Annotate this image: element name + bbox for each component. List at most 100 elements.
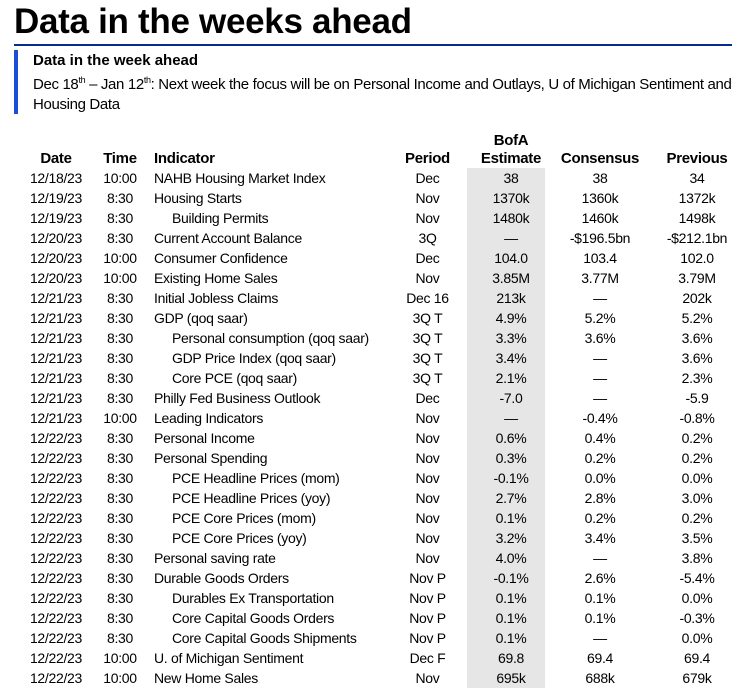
sub-indicator-label: Core Capital Goods Shipments (172, 630, 357, 646)
cell-estimate: 4.9% (495, 310, 527, 326)
range-end-suffix: th (143, 75, 151, 85)
cell-time: 10:00 (103, 250, 137, 266)
cell-date: 12/21/23 (29, 310, 83, 326)
cell-estimate: 0.6% (495, 430, 527, 446)
cell-estimate: -7.0 (499, 390, 523, 406)
cell-previous: 3.8% (681, 550, 713, 566)
cell-period: Nov (415, 550, 440, 566)
sub-indicator-label: PCE Core Prices (yoy) (172, 530, 307, 546)
cell-consensus: 0.2% (584, 450, 616, 466)
cell-indicator: Building Permits (142, 208, 383, 228)
cell-date: 12/22/23 (29, 650, 83, 666)
header-indicator: Indicator (154, 150, 215, 167)
table-row: 12/22/23 8:30 Personal Income Nov 0.6% 0.4% 0.… (14, 428, 744, 448)
panel-title: Data in the week ahead (33, 52, 199, 69)
title-rule (14, 44, 732, 46)
cell-date: 12/22/23 (29, 610, 83, 626)
cell-estimate: 213k (496, 290, 526, 306)
cell-date: 12/22/23 (29, 630, 83, 646)
sub-indicator-label: Core PCE (qoq saar) (172, 370, 298, 386)
cell-period: Nov P (409, 570, 446, 586)
cell-consensus: 38 (592, 170, 608, 186)
header-period: Period (405, 150, 450, 167)
cell-date: 12/22/23 (29, 470, 83, 486)
cell-period: Nov (415, 670, 440, 686)
table-row: 12/19/23 8:30 Building Permits Nov 1480k 1460… (14, 208, 744, 228)
cell-time: 10:00 (103, 170, 137, 186)
cell-period: Nov (415, 530, 440, 546)
cell-consensus: 3.4% (584, 530, 616, 546)
range-start-suffix: th (78, 75, 86, 85)
cell-date: 12/18/23 (29, 170, 83, 186)
cell-date: 12/22/23 (29, 530, 83, 546)
cell-date: 12/19/23 (29, 190, 83, 206)
cell-consensus: — (593, 630, 607, 646)
cell-previous: 0.0% (681, 630, 713, 646)
data-calendar-table: Date Time Indicator Period BofA Estimate … (14, 128, 744, 688)
sub-indicator-label: Building Permits (172, 210, 269, 226)
cell-consensus: 0.2% (584, 510, 616, 526)
cell-time: 8:30 (106, 450, 134, 466)
cell-estimate: 2.7% (495, 490, 527, 506)
cell-estimate: 0.1% (495, 630, 527, 646)
cell-date: 12/21/23 (29, 370, 83, 386)
accent-bar (14, 50, 18, 114)
cell-consensus: 3.6% (584, 330, 616, 346)
table-row: 12/22/23 8:30 Core Capital Goods Shipments… (14, 628, 744, 648)
cell-period: 3Q (418, 230, 437, 246)
sub-indicator-label: PCE Headline Prices (mom) (172, 470, 340, 486)
header-date: Date (40, 150, 72, 167)
table-row: 12/20/23 10:00 Consumer Confidence Dec 104.0… (14, 248, 744, 268)
cell-period: Nov (415, 470, 440, 486)
header-previous: Previous (666, 150, 728, 167)
cell-estimate: 1370k (492, 190, 530, 206)
range-start: Dec 18 (33, 76, 79, 93)
table-row: 12/19/23 8:30 Housing Starts Nov 1370k 1360k 1… (14, 188, 744, 208)
cell-consensus: — (593, 370, 607, 386)
cell-previous: 3.0% (681, 490, 713, 506)
sub-indicator-label: PCE Core Prices (mom) (172, 510, 316, 526)
cell-time: 8:30 (106, 190, 134, 206)
cell-time: 8:30 (106, 370, 134, 386)
cell-consensus: 5.2% (584, 310, 616, 326)
cell-previous: -5.9 (685, 390, 709, 406)
cell-estimate: 4.0% (495, 550, 527, 566)
cell-indicator: NAHB Housing Market Index (154, 170, 326, 186)
cell-estimate: — (504, 230, 518, 246)
cell-date: 12/21/23 (29, 410, 83, 426)
cell-previous: -0.3% (679, 610, 715, 626)
cell-period: Nov P (409, 630, 446, 646)
cell-indicator: GDP (qoq saar) (154, 310, 248, 326)
cell-consensus: -0.4% (582, 410, 618, 426)
cell-previous: 3.6% (681, 330, 713, 346)
cell-date: 12/19/23 (29, 210, 83, 226)
cell-time: 8:30 (106, 430, 134, 446)
cell-consensus: 69.4 (586, 650, 614, 666)
cell-indicator: New Home Sales (154, 670, 258, 686)
cell-time: 10:00 (103, 410, 137, 426)
cell-estimate: 104.0 (494, 250, 528, 266)
cell-time: 8:30 (106, 350, 134, 366)
cell-indicator: U. of Michigan Sentiment (154, 650, 304, 666)
cell-period: Nov (415, 190, 440, 206)
table-row: 12/22/23 8:30 Personal Spending Nov 0.3% 0.2%… (14, 448, 744, 468)
table-row: 12/21/23 8:30 Philly Fed Business Outlook D… (14, 388, 744, 408)
panel-description: Dec 18th – Jan 12th: Next week the focus… (33, 75, 733, 115)
cell-period: Nov (415, 450, 440, 466)
cell-estimate: 0.1% (495, 510, 527, 526)
cell-consensus: 2.6% (584, 570, 616, 586)
cell-consensus: 103.4 (583, 250, 617, 266)
table-row: 12/22/23 8:30 PCE Headline Prices (yoy) Nov… (14, 488, 744, 508)
cell-period: Nov (415, 410, 440, 426)
cell-previous: 2.3% (681, 370, 713, 386)
cell-previous: 0.0% (681, 470, 713, 486)
description-text: : Next week the focus will be on Persona… (33, 76, 732, 113)
cell-period: Dec 16 (406, 290, 449, 306)
cell-time: 10:00 (103, 650, 137, 666)
sub-indicator-label: Personal consumption (qoq saar) (172, 330, 369, 346)
cell-period: Nov P (409, 590, 446, 606)
cell-time: 8:30 (106, 310, 134, 326)
cell-period: Dec (415, 250, 440, 266)
cell-previous: -5.4% (679, 570, 715, 586)
cell-indicator: Durables Ex Transportation (142, 588, 383, 608)
